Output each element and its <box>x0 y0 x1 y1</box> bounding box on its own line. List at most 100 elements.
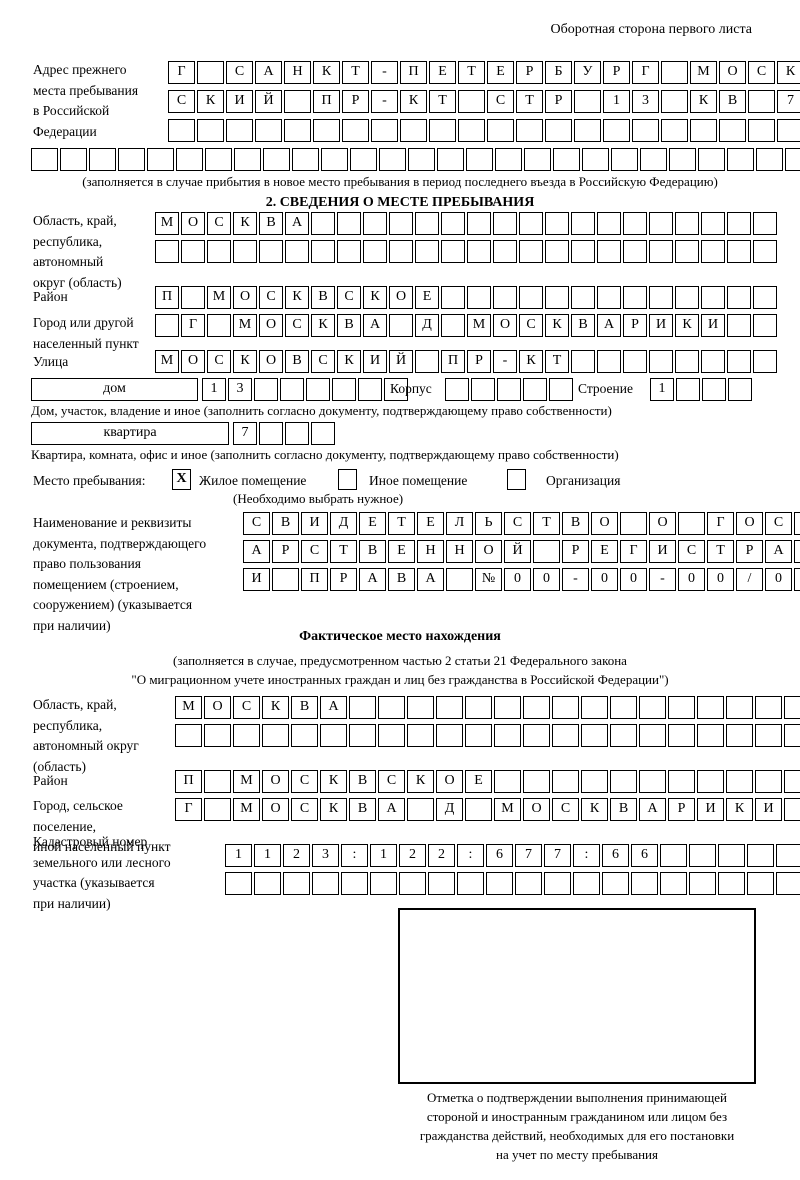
cadastral-cell[interactable]: 3 <box>312 844 339 867</box>
street-cell[interactable]: С <box>207 350 231 373</box>
region-cell[interactable] <box>649 240 673 263</box>
actual-region-cell[interactable] <box>639 696 666 719</box>
city-cell[interactable]: И <box>649 314 673 337</box>
prev-address-cell[interactable] <box>205 148 232 171</box>
document-cell[interactable]: П <box>301 568 328 591</box>
district-cell[interactable]: В <box>311 286 335 309</box>
document-cell[interactable]: Р <box>736 540 763 563</box>
document-cell[interactable]: А <box>417 568 444 591</box>
stroenie-cell[interactable] <box>702 378 726 401</box>
prev-address-cell[interactable] <box>690 119 717 142</box>
region-cell[interactable]: М <box>155 212 179 235</box>
korpus-cell[interactable] <box>549 378 573 401</box>
actual-district-cell[interactable] <box>697 770 724 793</box>
region-cell[interactable] <box>389 240 413 263</box>
document-cell[interactable]: 0 <box>794 568 800 591</box>
house-cell[interactable] <box>332 378 356 401</box>
district-cell[interactable] <box>493 286 517 309</box>
cadastral-cell[interactable]: 1 <box>370 844 397 867</box>
actual-region-cell[interactable]: О <box>204 696 231 719</box>
district-cell[interactable]: П <box>155 286 179 309</box>
prev-address-cell[interactable]: Т <box>516 90 543 113</box>
actual-district-cell[interactable] <box>494 770 521 793</box>
street-cell[interactable] <box>675 350 699 373</box>
actual-district-cell[interactable]: О <box>262 770 289 793</box>
region-cell[interactable] <box>181 240 205 263</box>
region-cell[interactable] <box>363 240 387 263</box>
document-cell[interactable] <box>533 540 560 563</box>
flat-number-boxes[interactable]: 7 <box>233 422 337 445</box>
actual-city-cell[interactable]: М <box>233 798 260 821</box>
region-cell[interactable] <box>389 212 413 235</box>
region-cell[interactable]: О <box>181 212 205 235</box>
prev-address-row-3[interactable] <box>168 119 800 142</box>
prev-address-cell[interactable]: И <box>226 90 253 113</box>
prev-address-cell[interactable] <box>632 119 659 142</box>
actual-district-cell[interactable] <box>784 770 800 793</box>
document-cell[interactable] <box>678 512 705 535</box>
document-cell[interactable]: У <box>794 512 800 535</box>
actual-district-cell[interactable] <box>581 770 608 793</box>
actual-region-cell[interactable] <box>291 724 318 747</box>
region-cell[interactable] <box>441 240 465 263</box>
street-cell[interactable] <box>701 350 725 373</box>
actual-region-cell[interactable]: М <box>175 696 202 719</box>
street-cell[interactable]: Р <box>467 350 491 373</box>
district-cell[interactable] <box>441 286 465 309</box>
korpus-cell[interactable] <box>471 378 495 401</box>
prev-address-cell[interactable]: Р <box>342 90 369 113</box>
stay-type-checkbox-other[interactable] <box>338 469 357 490</box>
prev-address-cell[interactable]: М <box>690 61 717 84</box>
district-cell[interactable] <box>623 286 647 309</box>
prev-address-cell[interactable]: Н <box>284 61 311 84</box>
street-cell[interactable] <box>727 350 751 373</box>
house-cell[interactable] <box>254 378 278 401</box>
region-cell[interactable] <box>337 212 361 235</box>
prev-address-cell[interactable] <box>748 90 775 113</box>
document-cell[interactable]: Р <box>562 540 589 563</box>
street-cell[interactable]: К <box>233 350 257 373</box>
cadastral-cell[interactable]: 7 <box>544 844 571 867</box>
street-cell[interactable] <box>571 350 595 373</box>
actual-city-cell[interactable]: А <box>378 798 405 821</box>
actual-city-cell[interactable]: Д <box>436 798 463 821</box>
city-cell[interactable]: С <box>519 314 543 337</box>
cadastral-cell[interactable] <box>631 872 658 895</box>
prev-address-cell[interactable]: К <box>690 90 717 113</box>
street-cell[interactable]: В <box>285 350 309 373</box>
flat-cell[interactable] <box>285 422 309 445</box>
city-cell[interactable]: Р <box>623 314 647 337</box>
cadastral-cell[interactable] <box>457 872 484 895</box>
actual-city-cell[interactable] <box>204 798 231 821</box>
city-cell[interactable]: И <box>701 314 725 337</box>
document-cell[interactable]: Е <box>417 512 444 535</box>
cadastral-cell[interactable] <box>689 844 716 867</box>
actual-district-cell[interactable] <box>668 770 695 793</box>
region-cell[interactable] <box>285 240 309 263</box>
region-cell[interactable] <box>727 212 751 235</box>
district-cell[interactable]: Е <box>415 286 439 309</box>
prev-address-cell[interactable]: С <box>226 61 253 84</box>
city-cell[interactable]: С <box>285 314 309 337</box>
cadastral-cell[interactable]: 1 <box>225 844 252 867</box>
prev-address-cell[interactable] <box>458 90 485 113</box>
prev-address-cell[interactable]: Т <box>342 61 369 84</box>
actual-region-cell[interactable] <box>523 696 550 719</box>
actual-city-cell[interactable]: К <box>726 798 753 821</box>
cadastral-cell[interactable] <box>544 872 571 895</box>
document-cell[interactable]: Р <box>330 568 357 591</box>
prev-address-cell[interactable] <box>379 148 406 171</box>
prev-address-cell[interactable] <box>756 148 783 171</box>
document-cell[interactable]: Ь <box>475 512 502 535</box>
street-cell[interactable]: И <box>363 350 387 373</box>
region-cell[interactable] <box>571 240 595 263</box>
prev-address-cell[interactable]: К <box>400 90 427 113</box>
cadastral-cell[interactable]: 6 <box>602 844 629 867</box>
district-cell[interactable] <box>597 286 621 309</box>
document-cell[interactable]: 0 <box>504 568 531 591</box>
street-cell[interactable] <box>415 350 439 373</box>
region-cell[interactable] <box>545 240 569 263</box>
street-cell[interactable]: П <box>441 350 465 373</box>
cadastral-cell[interactable] <box>312 872 339 895</box>
region-cell[interactable]: В <box>259 212 283 235</box>
